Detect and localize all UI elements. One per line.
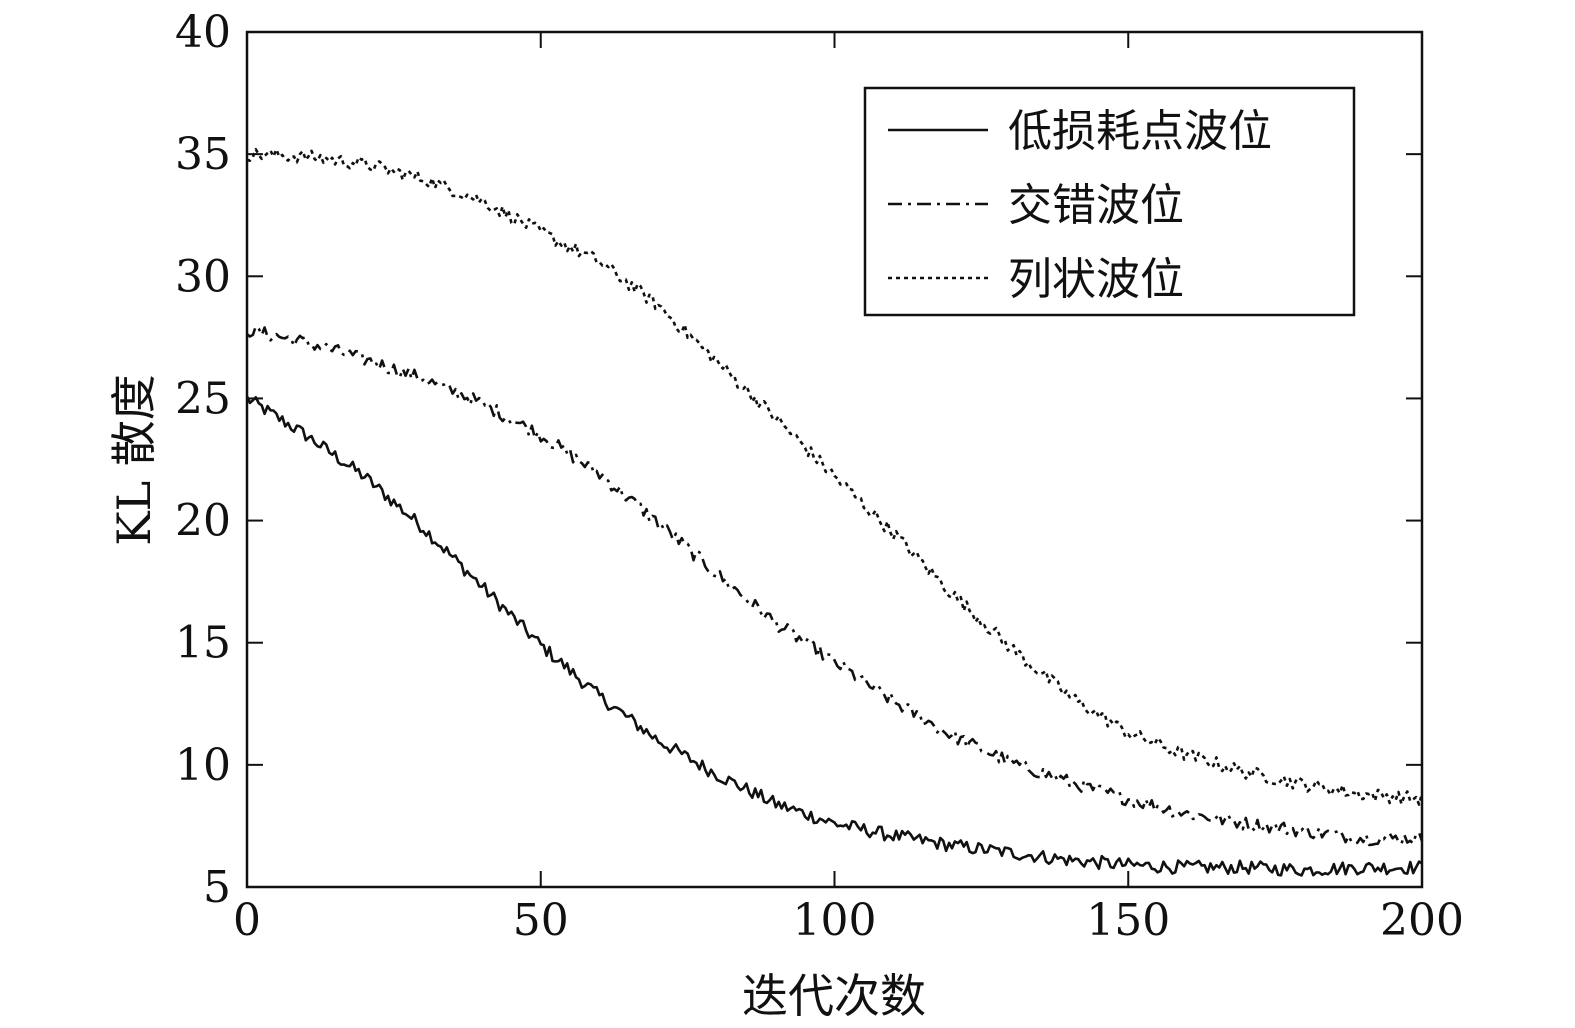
x-tick-label: 200 [1380,895,1464,946]
x-axis-title: 迭代次数 [742,969,926,1023]
x-tick-label: 100 [793,895,877,946]
y-tick-label: 40 [175,7,231,58]
y-tick-label: 5 [203,862,231,913]
y-tick-label: 10 [175,740,231,791]
y-tick-label: 25 [175,373,231,424]
x-tick-label: 50 [513,895,569,946]
y-tick-label: 20 [175,496,231,547]
legend: 低损耗点波位 交错波位 列状波位 [863,86,1356,317]
x-tick-label: 150 [1086,895,1170,946]
x-tick-label: 0 [233,895,261,946]
y-tick-label: 35 [175,129,231,180]
series-line-1 [245,395,1423,877]
series-line-3 [246,147,1424,806]
legend-label-series-2: 交错波位 [1008,180,1184,231]
axis-ticks: 0 50 100 150 200 5 10 15 20 25 30 35 40 [175,7,1464,946]
series-line-2 [246,324,1424,847]
y-tick-label: 15 [175,618,231,669]
legend-label-series-3: 列状波位 [1008,254,1184,305]
series-layer [245,147,1424,877]
legend-label-series-1: 低损耗点波位 [1008,106,1272,157]
y-tick-label: 30 [175,251,231,302]
y-axis-title: KL 散度 [107,374,161,546]
